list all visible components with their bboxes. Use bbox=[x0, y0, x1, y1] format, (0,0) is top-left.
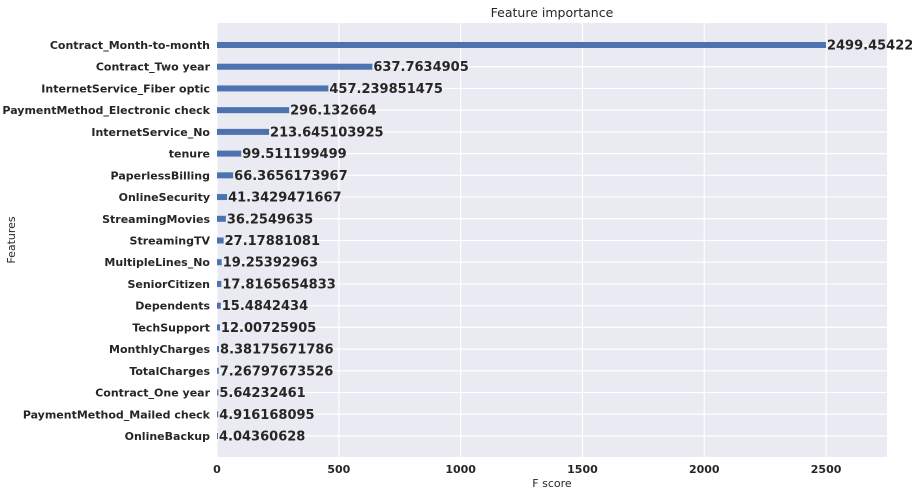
y-tick-label: Contract_One year bbox=[95, 387, 210, 400]
y-tick-label: tenure bbox=[169, 148, 210, 161]
bar-value-label: 5.64232461 bbox=[219, 386, 305, 401]
y-tick-label: MultipleLines_No bbox=[104, 256, 210, 269]
bar bbox=[217, 42, 826, 48]
bar bbox=[217, 367, 219, 374]
bar-value-label: 2499.45422 bbox=[827, 39, 912, 54]
value-labels: 2499.45422 637.7634905 457.239851475 296.13… bbox=[219, 39, 912, 445]
bar-value-label: 41.3429471667 bbox=[228, 191, 341, 206]
bar-value-label: 17.8165654833 bbox=[222, 277, 335, 292]
bar-value-label: 66.3656173967 bbox=[234, 169, 347, 184]
y-tick-label: TechSupport bbox=[132, 321, 210, 334]
y-tick-label: PaymentMethod_Electronic check bbox=[2, 104, 210, 117]
bar-value-label: 27.17881081 bbox=[225, 234, 320, 249]
bar-value-label: 637.7634905 bbox=[373, 60, 468, 75]
y-tick-label: MonthlyCharges bbox=[109, 343, 210, 356]
bar bbox=[217, 237, 224, 244]
x-tick-labels: 0 500 1000 1500 2000 2500 bbox=[213, 463, 842, 476]
y-tick-label: Dependents bbox=[135, 300, 210, 313]
bar bbox=[217, 280, 222, 287]
y-tick-label: TotalCharges bbox=[129, 365, 210, 378]
x-tick-label: 2000 bbox=[689, 463, 720, 476]
y-tick-label: InternetService_Fiber optic bbox=[41, 82, 210, 95]
x-tick-label: 2500 bbox=[811, 463, 842, 476]
x-axis-title: F score bbox=[532, 477, 572, 490]
bar-value-label: 15.4842434 bbox=[222, 299, 308, 314]
bar bbox=[217, 85, 329, 92]
bar-value-label: 8.38175671786 bbox=[220, 343, 333, 358]
bar bbox=[217, 433, 218, 439]
bar bbox=[217, 107, 290, 114]
y-tick-label: PaymentMethod_Mailed check bbox=[23, 408, 211, 421]
bar-value-label: 7.26797673526 bbox=[220, 364, 333, 379]
y-tick-label: Contract_Two year bbox=[96, 61, 211, 74]
bar bbox=[217, 324, 220, 331]
bar-value-label: 99.511199499 bbox=[242, 147, 346, 162]
y-tick-label: PaperlessBilling bbox=[111, 169, 210, 182]
bar-value-label: 457.239851475 bbox=[329, 82, 442, 97]
bar-value-label: 19.25392963 bbox=[223, 256, 318, 271]
y-tick-label: InternetService_No bbox=[91, 126, 210, 139]
bar bbox=[217, 259, 222, 266]
y-tick-label: OnlineBackup bbox=[125, 430, 210, 443]
bar-value-label: 213.645103925 bbox=[270, 125, 383, 140]
bar-value-label: 296.132664 bbox=[290, 104, 376, 119]
x-tick-label: 500 bbox=[327, 463, 350, 476]
bar bbox=[217, 194, 228, 201]
y-tick-label: StreamingMovies bbox=[102, 213, 210, 226]
bar bbox=[217, 389, 219, 396]
gridlines bbox=[216, 23, 887, 457]
bar bbox=[217, 215, 226, 222]
bar bbox=[217, 346, 220, 353]
y-tick-label: Contract_Month-to-month bbox=[50, 39, 210, 52]
x-tick-label: 1500 bbox=[567, 463, 598, 476]
y-tick-label: StreamingTV bbox=[130, 235, 211, 248]
y-axis-title: Features bbox=[5, 216, 18, 264]
bar-value-label: 4.916168095 bbox=[219, 408, 314, 423]
bar bbox=[217, 128, 270, 135]
x-tick-label: 1000 bbox=[445, 463, 476, 476]
x-tick-label: 0 bbox=[213, 463, 221, 476]
y-tick-label: SeniorCitizen bbox=[127, 278, 210, 291]
bar-value-label: 4.04360628 bbox=[219, 430, 305, 445]
y-tick-labels: Contract_Month-to-month Contract_Two year… bbox=[2, 39, 210, 443]
bars-group bbox=[217, 42, 826, 439]
y-tick-label: OnlineSecurity bbox=[119, 191, 210, 204]
bar bbox=[217, 172, 234, 179]
chart-title: Feature importance bbox=[491, 5, 614, 20]
bar bbox=[217, 411, 219, 418]
bar bbox=[217, 63, 373, 70]
bar-value-label: 12.00725905 bbox=[221, 321, 316, 336]
bar bbox=[217, 150, 242, 157]
bar-value-label: 36.2549635 bbox=[227, 212, 313, 227]
bar bbox=[217, 302, 221, 309]
